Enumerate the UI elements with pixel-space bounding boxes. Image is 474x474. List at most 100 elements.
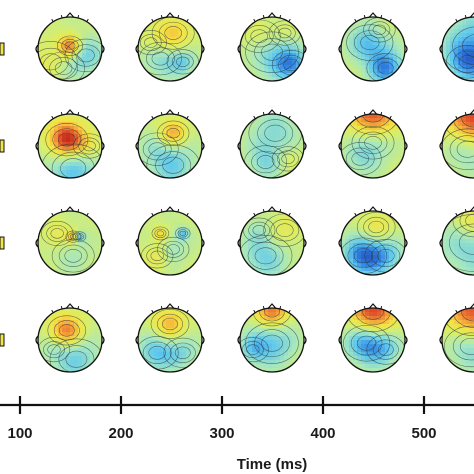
topomap-r4-c1 [35,303,105,373]
right-ear-marker [201,141,205,151]
right-ear-marker [201,335,205,345]
head-outline [37,307,103,373]
right-ear-marker [201,44,205,54]
scalp-potential-field [442,114,474,178]
topomap-r1-c1 [35,12,105,82]
topomap-r1-c2 [135,12,205,82]
left-ear-marker [135,44,139,54]
topomap-r3-c1 [35,206,105,276]
topomap-r2-c2 [135,109,205,179]
head-outline [37,210,103,276]
left-ear-marker [338,238,342,248]
scalp-potential-field [442,17,474,81]
head-outline [239,16,305,82]
right-ear-marker [303,44,307,54]
left-ear-marker [237,238,241,248]
topomap-r3-c4 [338,206,408,276]
time-tick-label: 100 [7,425,32,442]
topomap-r4-c0-partial [0,333,5,347]
nose-marker [469,109,474,115]
nose-marker [267,303,277,309]
topomap-r3-c3 [237,206,307,276]
nose-marker [469,303,474,309]
head-outline [137,307,203,373]
nose-marker [267,109,277,115]
left-ear-marker [35,238,39,248]
time-tick-label: 400 [310,425,335,442]
nose-marker [368,206,378,212]
left-ear-marker [135,141,139,151]
nose-marker [267,12,277,18]
nose-marker [368,303,378,309]
topomap-r1-c4 [338,12,408,82]
left-ear-marker [338,44,342,54]
right-ear-marker [404,238,408,248]
head-outline [137,16,203,82]
nose-marker [469,206,474,212]
nose-marker [65,206,75,212]
head-outline [441,16,474,82]
right-ear-marker [303,335,307,345]
left-ear-marker [439,44,443,54]
left-ear-marker [237,44,241,54]
topomap-r1-c5 [439,12,474,82]
time-axis: 100 200 300 400 500 Time (ms) [0,396,474,473]
topomap-r4-c4 [338,303,408,373]
nose-marker [165,303,175,309]
left-ear-marker [35,335,39,345]
time-axis-ticks: 100 200 300 400 500 [7,396,437,442]
head-outline [239,113,305,179]
right-ear-marker [101,44,105,54]
left-ear-marker [35,141,39,151]
head-outline [340,16,406,82]
topomap-r3-c0-partial [0,236,5,250]
head-outline [441,210,474,276]
topomap-r3-c5 [439,206,474,276]
scalp-potential-field [240,17,304,81]
nose-marker [469,12,474,18]
left-ear-marker [237,141,241,151]
nose-marker [165,12,175,18]
head-outline [37,16,103,82]
right-ear-marker [101,141,105,151]
scalp-potential-field [341,114,405,178]
right-ear-marker [404,141,408,151]
head-outline [137,113,203,179]
left-ear-marker [237,335,241,345]
left-ear-marker [135,335,139,345]
left-ear-marker [439,141,443,151]
nose-marker [65,303,75,309]
head-outline [239,210,305,276]
left-ear-marker [338,335,342,345]
topomap-r4-c3 [237,303,307,373]
scalp-potential-field [341,308,405,372]
right-ear-marker [303,238,307,248]
topomap-r3-c2 [135,206,205,276]
head-outline [441,113,474,179]
nose-marker [65,109,75,115]
topomap-r1-c3 [237,12,307,82]
time-tick-label: 300 [209,425,234,442]
nose-marker [368,12,378,18]
nose-marker [65,12,75,18]
topomap-r2-c1 [35,109,105,179]
head-outline [340,113,406,179]
time-axis-title: Time (ms) [237,456,308,473]
topomap-r2-c3 [237,109,307,179]
nose-marker [368,109,378,115]
head-outline [340,307,406,373]
nose-marker [165,109,175,115]
topomap-r4-c2 [135,303,205,373]
topomap-r2-c4 [338,109,408,179]
right-ear-marker [101,238,105,248]
topomap-r4-c5 [439,303,474,373]
right-ear-marker [303,141,307,151]
left-ear-marker [35,44,39,54]
left-ear-marker [135,238,139,248]
topographic-maps-grid [0,12,474,373]
head-outline [137,210,203,276]
right-ear-marker [101,335,105,345]
time-tick-label: 200 [108,425,133,442]
nose-marker [267,206,277,212]
